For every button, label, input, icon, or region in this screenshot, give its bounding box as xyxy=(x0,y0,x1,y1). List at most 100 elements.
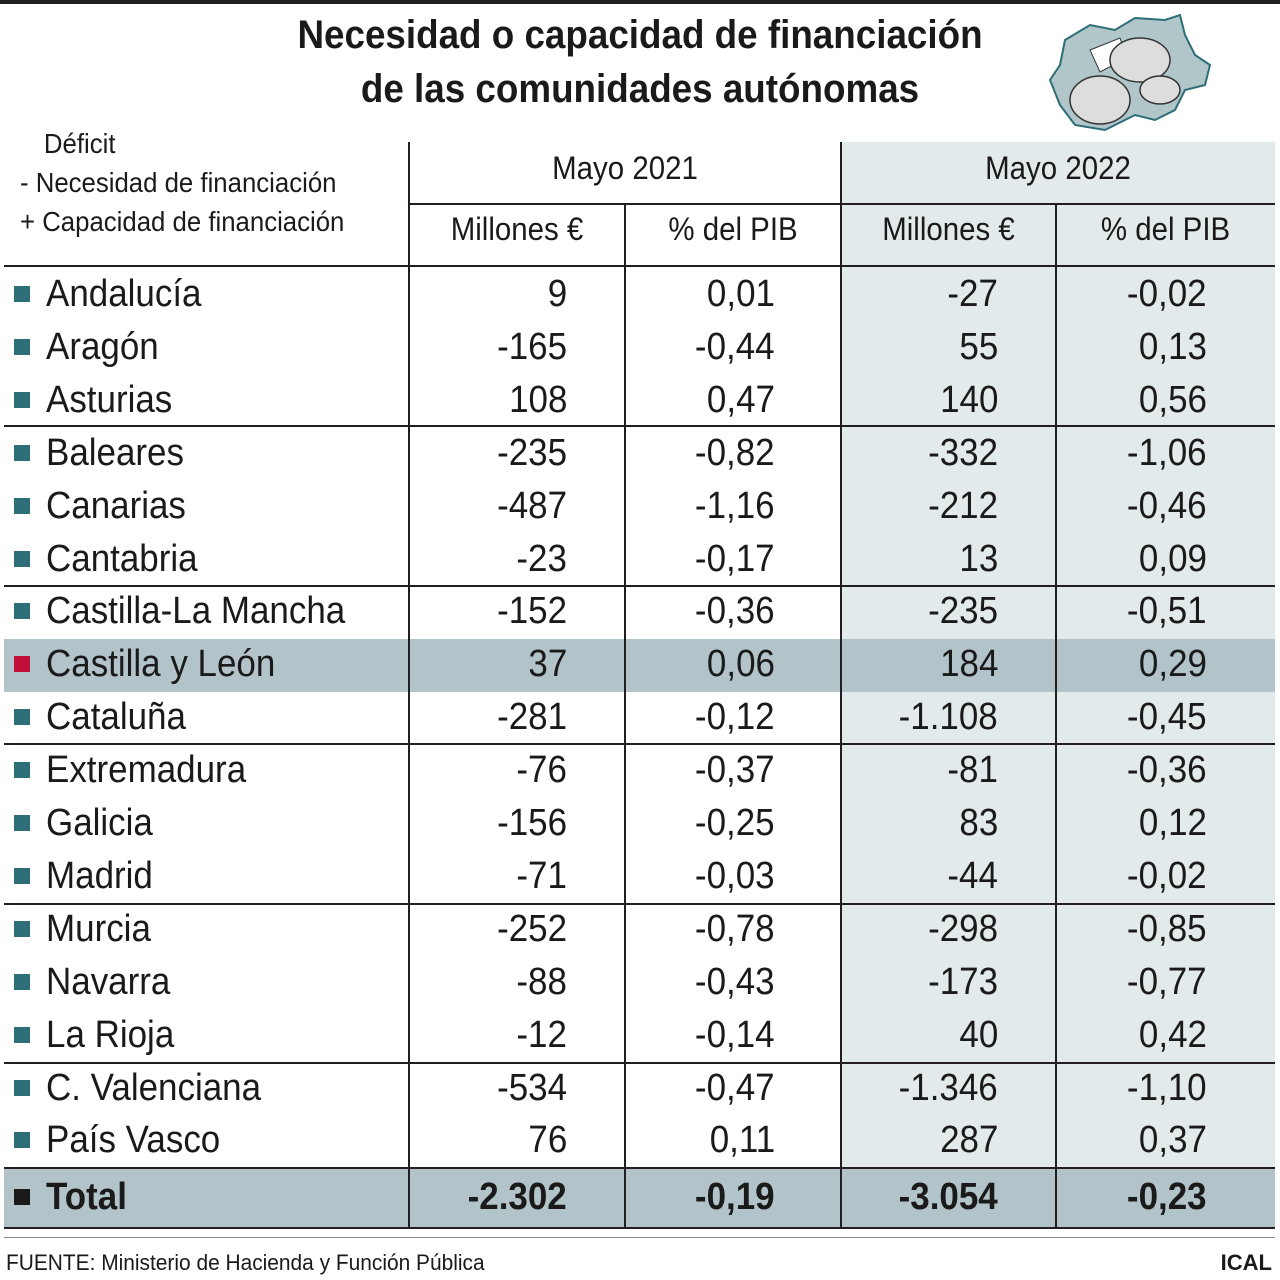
cell-pib-2022: -0,85 xyxy=(1127,907,1207,950)
table-row: Aragón -165 -0,44 55 0,13 xyxy=(0,321,1280,374)
row-marker-square xyxy=(14,497,30,514)
cell-pib-2021: -0,25 xyxy=(695,802,775,844)
table-bottom-rule xyxy=(4,1227,1275,1229)
table-row: Andalucía 9 0,01 -27 -0,02 xyxy=(0,268,1280,321)
cell-millones-2022: -81 xyxy=(947,749,998,792)
region-name: Total xyxy=(46,1176,127,1218)
cell-millones-2022: 287 xyxy=(939,1119,998,1162)
cell-millones-2021: -156 xyxy=(497,802,567,844)
cell-millones-2021: 76 xyxy=(528,1119,567,1162)
cell-millones-2021: -76 xyxy=(516,749,567,792)
region-name: Canarias xyxy=(46,484,186,527)
cell-millones-2022: -1.108 xyxy=(898,696,998,739)
table-row: Navarra -88 -0,43 -173 -0,77 xyxy=(0,956,1280,1009)
cell-pib-2021: -0,17 xyxy=(695,537,775,580)
cell-millones-2022: -3.054 xyxy=(898,1176,998,1218)
legend-deficit: Déficit xyxy=(43,128,116,159)
row-marker-square xyxy=(14,656,30,673)
cell-pib-2021: -0,19 xyxy=(695,1176,775,1218)
cell-millones-2022: -1.346 xyxy=(898,1066,998,1109)
cell-pib-2021: 0,47 xyxy=(706,378,775,421)
table-row: Baleares -235 -0,82 -332 -1,06 xyxy=(0,427,1280,480)
table-row: Madrid -71 -0,03 -44 -0,02 xyxy=(0,850,1280,903)
footer-rule xyxy=(4,1237,1275,1238)
region-name: Baleares xyxy=(46,431,184,474)
table-row: Asturias 108 0,47 140 0,56 xyxy=(0,374,1280,427)
cell-millones-2022: -332 xyxy=(928,431,998,474)
cell-millones-2021: -165 xyxy=(497,325,567,368)
cell-millones-2022: -298 xyxy=(928,907,998,950)
cell-millones-2022: -212 xyxy=(928,484,998,527)
cell-pib-2021: -0,37 xyxy=(695,749,775,792)
cell-pib-2021: -0,14 xyxy=(695,1013,775,1056)
cell-pib-2022: -0,36 xyxy=(1127,749,1207,792)
group-divider xyxy=(4,425,1275,427)
cell-pib-2022: 0,37 xyxy=(1138,1119,1207,1162)
map-coins-illustration xyxy=(1048,13,1212,132)
cell-millones-2021: -534 xyxy=(497,1066,567,1109)
group-divider xyxy=(4,903,1275,905)
column-divider xyxy=(624,204,626,1228)
cell-millones-2021: -71 xyxy=(516,854,567,897)
highlight-row-bg xyxy=(4,639,1275,692)
cell-millones-2021: -235 xyxy=(497,431,567,474)
table-row: C. Valenciana -534 -0,47 -1.346 -1,10 xyxy=(0,1062,1280,1115)
cell-pib-2022: 0,12 xyxy=(1138,802,1207,844)
header-divider xyxy=(409,203,1275,205)
row-marker-square xyxy=(14,1189,30,1205)
region-name: Navarra xyxy=(46,960,171,1003)
cell-pib-2021: -0,47 xyxy=(695,1066,775,1109)
cell-millones-2021: -88 xyxy=(516,960,567,1003)
table-row: Canarias -487 -1,16 -212 -0,46 xyxy=(0,480,1280,533)
cell-millones-2021: 37 xyxy=(528,643,567,686)
cell-millones-2022: 13 xyxy=(959,537,998,580)
group-divider xyxy=(4,743,1275,745)
cell-millones-2021: 9 xyxy=(547,273,567,315)
header-millones-2021: Millones € xyxy=(450,211,584,247)
row-marker-square xyxy=(14,444,30,461)
header-bottom-rule xyxy=(4,265,1275,267)
row-marker-square xyxy=(14,1079,30,1096)
cell-pib-2022: 0,29 xyxy=(1138,643,1207,686)
cell-millones-2021: -252 xyxy=(497,907,567,950)
cell-millones-2021: -281 xyxy=(497,696,567,739)
table-row: Cataluña -281 -0,12 -1.108 -0,45 xyxy=(0,691,1280,744)
table-row: Murcia -252 -0,78 -298 -0,85 xyxy=(0,903,1280,956)
cell-millones-2022: 184 xyxy=(939,643,998,686)
brand-credit: ICAL xyxy=(1220,1250,1272,1275)
column-divider xyxy=(408,142,410,1228)
row-marker-square xyxy=(14,391,30,408)
cell-pib-2022: -0,23 xyxy=(1127,1176,1207,1218)
region-name: Castilla-La Mancha xyxy=(46,590,346,633)
cell-pib-2022: -0,51 xyxy=(1127,590,1207,633)
row-marker-square xyxy=(14,815,30,831)
cell-pib-2022: -0,02 xyxy=(1127,273,1207,315)
cell-millones-2021: 108 xyxy=(508,378,567,421)
group-divider xyxy=(4,1062,1275,1064)
cell-millones-2022: -27 xyxy=(947,273,998,315)
region-name: Galicia xyxy=(46,802,153,844)
cell-millones-2021: -23 xyxy=(516,537,567,580)
row-marker-square xyxy=(14,1132,30,1149)
top-rule xyxy=(0,0,1280,4)
cell-millones-2021: -152 xyxy=(497,590,567,633)
region-name: Madrid xyxy=(46,854,153,897)
title-line-2: de las comunidades autónomas xyxy=(360,67,920,111)
table-row: La Rioja -12 -0,14 40 0,42 xyxy=(0,1009,1280,1062)
cell-pib-2022: -0,02 xyxy=(1127,854,1207,897)
cell-millones-2021: -12 xyxy=(516,1013,567,1056)
table-row: Castilla-La Mancha -152 -0,36 -235 -0,51 xyxy=(0,585,1280,638)
region-name: Cataluña xyxy=(46,696,186,739)
cell-pib-2021: -0,36 xyxy=(695,590,775,633)
region-name: La Rioja xyxy=(46,1013,175,1056)
legend-necesidad: - Necesidad de financiación xyxy=(20,167,337,198)
table-row: Galicia -156 -0,25 83 0,12 xyxy=(0,797,1280,850)
row-marker-square xyxy=(14,550,30,567)
region-name: Castilla y León xyxy=(46,643,276,686)
source-note: FUENTE: Ministerio de Hacienda y Función… xyxy=(6,1250,485,1275)
region-name: Extremadura xyxy=(46,749,247,792)
cell-pib-2022: -1,06 xyxy=(1127,431,1207,474)
header-millones-2022: Millones € xyxy=(882,211,1015,247)
row-marker-square xyxy=(14,920,30,937)
row-marker-square xyxy=(14,762,30,779)
